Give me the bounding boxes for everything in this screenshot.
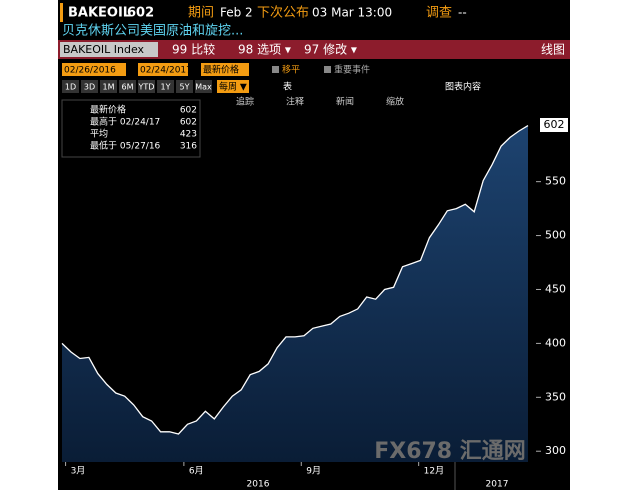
period-button[interactable] xyxy=(119,80,136,93)
option[interactable]: 移平 xyxy=(282,64,300,76)
frequency-box[interactable] xyxy=(217,80,249,93)
table-button[interactable]: 表 xyxy=(283,81,292,93)
legend-label: 最新价格 xyxy=(90,104,126,116)
toolbar-bar xyxy=(58,40,570,59)
chart-tool[interactable]: 追踪 xyxy=(236,96,254,108)
period-button[interactable] xyxy=(157,80,174,93)
last-badge xyxy=(540,118,568,132)
end-date[interactable]: 02/24/2017 xyxy=(140,66,192,76)
toolbar-button[interactable]: 99 比较 xyxy=(172,42,215,57)
y-tick-label: 300 xyxy=(545,444,566,457)
field[interactable]: 最新价格 xyxy=(203,64,239,76)
field-box[interactable] xyxy=(201,63,249,76)
legend-label: 最低于 05/27/16 xyxy=(90,140,161,152)
survey-label: 调查 xyxy=(426,6,452,21)
start-date-box[interactable] xyxy=(62,63,126,76)
chart-content[interactable]: 图表内容 xyxy=(445,81,481,93)
x-tick-label: 6月 xyxy=(189,466,204,477)
ticker: BAKEOIL xyxy=(68,6,131,21)
checkbox[interactable] xyxy=(324,66,331,73)
marker xyxy=(60,3,63,22)
x-tick-label: 3月 xyxy=(71,466,86,477)
period-label[interactable]: 1D xyxy=(65,83,76,92)
line xyxy=(61,125,529,435)
period-label: 期间 xyxy=(188,6,214,21)
period-button[interactable] xyxy=(100,80,117,93)
year-label: 2016 xyxy=(247,480,270,490)
legend-value: 602 xyxy=(180,106,197,116)
x-tick-label: 9月 xyxy=(306,466,321,477)
chart-tool[interactable]: 新闻 xyxy=(336,96,354,108)
period-label[interactable]: YTD xyxy=(138,83,155,92)
security[interactable]: BAKEOIL Index xyxy=(63,43,145,56)
y-tick-label: 500 xyxy=(545,229,566,242)
survey: -- xyxy=(458,6,467,20)
legend-label: 平均 xyxy=(90,128,108,140)
period-label[interactable]: 6M xyxy=(122,83,134,92)
period-label[interactable]: 1M xyxy=(103,83,115,92)
legend-box xyxy=(61,99,201,158)
toolbar-button[interactable]: 98 选项 ▾ xyxy=(238,43,291,57)
toolbar-button[interactable]: 97 修改 ▾ xyxy=(304,42,357,57)
period-label[interactable]: 1Y xyxy=(161,83,171,92)
next-label: 下次公布 xyxy=(257,5,309,21)
chart-type[interactable]: 线图 xyxy=(541,43,565,57)
period-label[interactable]: 3D xyxy=(84,83,95,92)
legend-value: 423 xyxy=(180,130,197,140)
next-date: 03 Mar 13:00 xyxy=(312,6,392,20)
last-value-label: 602 xyxy=(544,118,565,131)
chart-tool[interactable]: 缩放 xyxy=(386,96,404,108)
period-button[interactable] xyxy=(138,80,155,93)
security-box[interactable] xyxy=(60,42,158,57)
x-tick-label: 12月 xyxy=(424,466,444,477)
legend-value: 316 xyxy=(180,142,197,152)
watermark: FX678 汇通网 xyxy=(374,439,526,464)
last-price: 602 xyxy=(127,6,154,21)
period-button[interactable] xyxy=(81,80,98,93)
chart-tool[interactable]: 注释 xyxy=(286,96,304,108)
period-label[interactable]: 5Y xyxy=(180,83,190,92)
y-tick-label: 350 xyxy=(545,390,566,403)
legend-value: 602 xyxy=(180,118,197,128)
option[interactable]: 重要事件 xyxy=(334,64,370,76)
legend-label: 最高于 02/24/17 xyxy=(90,116,160,128)
period: Feb 2 xyxy=(220,6,253,20)
start-date[interactable]: 02/26/2016 xyxy=(64,66,116,76)
period-button[interactable] xyxy=(176,80,193,93)
end-date-box[interactable] xyxy=(138,63,188,76)
area-fill xyxy=(62,125,528,462)
y-tick-label: 550 xyxy=(545,175,566,188)
frequency[interactable]: 每周 ▼ xyxy=(219,81,247,93)
year-label: 2017 xyxy=(486,480,509,490)
y-tick-label: 400 xyxy=(545,336,566,349)
period-button[interactable] xyxy=(62,80,79,93)
period-button[interactable] xyxy=(195,80,212,93)
y-tick-label: 450 xyxy=(545,282,566,295)
period-label[interactable]: Max xyxy=(195,83,212,92)
checkbox[interactable] xyxy=(272,66,279,73)
description: 贝克休斯公司美国原油和旋挖... xyxy=(62,24,243,39)
